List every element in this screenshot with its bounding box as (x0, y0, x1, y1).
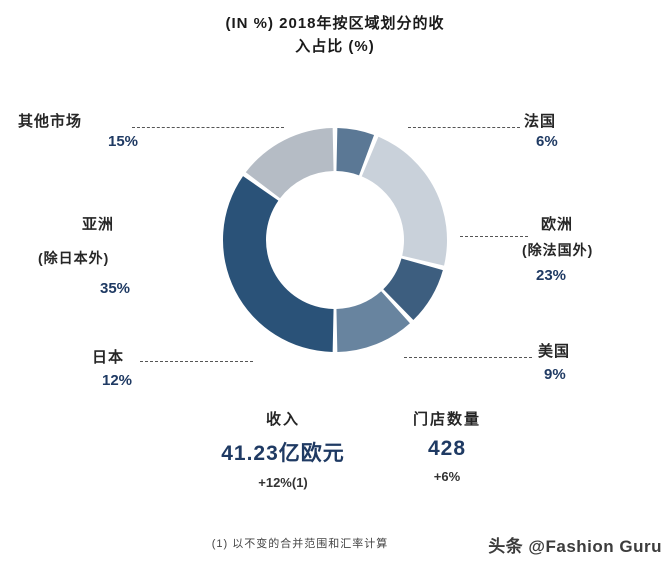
callout-asia-sub: (除日本外) (38, 250, 110, 266)
stat-stores-label: 门店数量 (412, 411, 481, 428)
callout-usa-pct: 9% (544, 366, 566, 383)
callout-europe-pct: 23% (536, 267, 567, 284)
leader-line-japan (140, 361, 253, 362)
callout-usa-name: 美国 (538, 343, 571, 360)
donut-segment-japan (336, 291, 410, 352)
callout-france-pct: 6% (536, 133, 558, 150)
stat-revenue: 收入 41.23亿欧元 +12%(1) (198, 408, 368, 490)
leader-line-europe (460, 236, 528, 237)
donut-segment-other (245, 128, 334, 199)
stat-stores: 门店数量 428 +6% (362, 408, 532, 484)
chart-title-line2: 入占比 (%) (295, 38, 375, 55)
leader-line-france (408, 127, 520, 128)
stat-revenue-value: 41.23亿欧元 (221, 442, 345, 465)
callout-other-name: 其他市场 (18, 113, 83, 130)
donut-svg (222, 128, 448, 352)
donut-segment-france (336, 128, 375, 176)
donut-segment-usa (383, 258, 443, 321)
callout-europe-sub: (除法国外) (522, 242, 594, 258)
callout-europe-name: 欧洲 (541, 216, 574, 233)
footnote: (1) 以不变的合并范围和汇率计算 (211, 538, 389, 550)
stat-stores-change: +6% (433, 469, 461, 484)
callout-asia-pct: 35% (100, 280, 131, 297)
watermark: 头条 @Fashion Guru (488, 537, 662, 556)
donut-chart (215, 120, 455, 360)
stat-revenue-label: 收入 (265, 411, 300, 428)
callout-other-pct: 15% (108, 133, 139, 150)
callout-asia-name: 亚洲 (82, 216, 115, 233)
callout-japan-name: 日本 (92, 349, 125, 366)
chart-title-line1: (IN %) 2018年按区域划分的收 (225, 15, 445, 32)
leader-line-usa (404, 357, 532, 358)
donut-segment-europe (361, 136, 448, 266)
stat-stores-value: 428 (427, 437, 467, 460)
stat-revenue-change: +12%(1) (258, 475, 308, 490)
callout-japan-pct: 12% (102, 372, 133, 389)
callout-france-name: 法国 (524, 113, 557, 130)
donut-segment-asia (222, 176, 334, 352)
leader-line-other (132, 127, 284, 128)
chart-title: (IN %) 2018年按区域划分的收 入占比 (%) (0, 12, 670, 58)
